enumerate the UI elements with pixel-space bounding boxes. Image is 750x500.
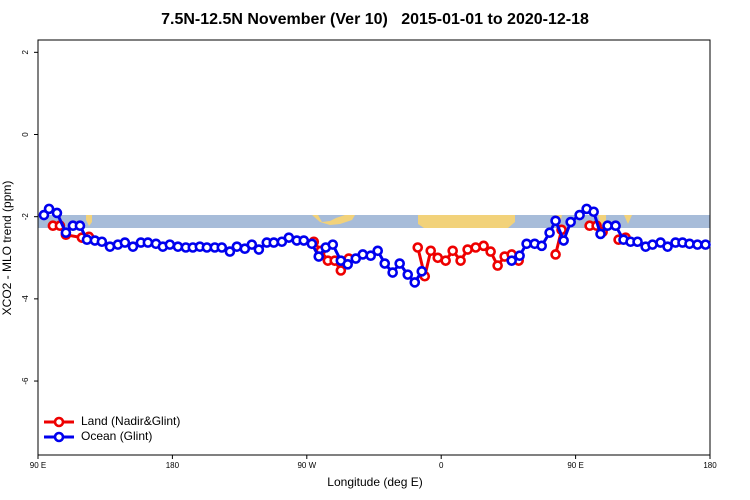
- point: [416, 266, 428, 277]
- point: [506, 255, 517, 266]
- point: [462, 244, 473, 255]
- point: [365, 250, 377, 262]
- point: [514, 250, 525, 262]
- point: [558, 235, 569, 246]
- point: [662, 241, 673, 252]
- point: [335, 265, 347, 276]
- point: [394, 258, 405, 269]
- land-patch: [312, 215, 355, 225]
- point: [127, 241, 139, 252]
- legend-label: Land (Nadir&Glint): [81, 414, 180, 428]
- legend-label: Ocean (Glint): [81, 429, 152, 443]
- map-strip: [38, 215, 710, 228]
- y-tick-label: -4: [21, 295, 30, 303]
- point: [327, 239, 339, 250]
- point: [164, 239, 176, 250]
- x-tick-label: 90 E: [30, 461, 46, 470]
- point: [647, 239, 658, 250]
- point: [216, 242, 228, 253]
- x-tick-label: 90 W: [297, 461, 316, 470]
- point: [60, 227, 72, 239]
- series: [38, 203, 711, 288]
- point: [447, 245, 458, 257]
- point: [402, 269, 414, 280]
- point: [409, 277, 421, 288]
- point: [565, 216, 576, 228]
- point: [74, 220, 86, 232]
- point: [412, 242, 424, 253]
- point: [268, 237, 280, 248]
- legend-swatch-marker: [53, 416, 65, 428]
- point: [455, 255, 466, 266]
- point: [550, 215, 561, 227]
- point: [372, 245, 384, 257]
- x-tick-label: 90 E: [567, 461, 583, 470]
- y-tick-label: 0: [21, 132, 30, 137]
- point: [425, 245, 437, 257]
- y-axis-label: XCO2 - MLO trend (ppm): [0, 181, 14, 316]
- land-patch: [418, 215, 515, 228]
- x-tick-label: 180: [166, 461, 180, 470]
- point: [387, 267, 398, 278]
- point: [342, 259, 354, 270]
- point: [224, 246, 236, 257]
- chart-title: 7.5N-12.5N November (Ver 10) 2015-01-01 …: [161, 11, 589, 28]
- point: [536, 240, 548, 252]
- point: [440, 255, 451, 266]
- point: [478, 240, 489, 252]
- point: [306, 238, 318, 250]
- y-tick-label: -2: [21, 213, 30, 221]
- point: [96, 236, 108, 248]
- point: [43, 203, 55, 215]
- point: [379, 258, 391, 269]
- y-tick-label: -6: [21, 377, 30, 385]
- point: [574, 209, 585, 221]
- point: [595, 228, 606, 240]
- point: [632, 236, 643, 248]
- point: [700, 239, 711, 250]
- land-patch: [86, 215, 92, 226]
- x-tick-label: 0: [439, 461, 444, 470]
- point: [253, 244, 265, 255]
- point: [142, 237, 154, 248]
- point: [119, 237, 131, 248]
- plot-frame: [37, 39, 711, 456]
- y-tick-label: 2: [21, 50, 30, 55]
- point: [610, 220, 621, 232]
- point: [313, 251, 325, 262]
- point: [588, 206, 599, 218]
- point: [544, 227, 555, 239]
- ocean-strip: [38, 215, 710, 228]
- x-tick-label: 180: [703, 461, 717, 470]
- land-patch: [624, 215, 632, 224]
- x-axis-label: Longitude (deg E): [327, 475, 422, 489]
- point: [550, 249, 561, 260]
- legend-swatch-marker: [53, 431, 65, 443]
- point: [246, 239, 258, 250]
- point: [492, 260, 503, 271]
- point: [485, 246, 496, 257]
- point: [51, 207, 63, 219]
